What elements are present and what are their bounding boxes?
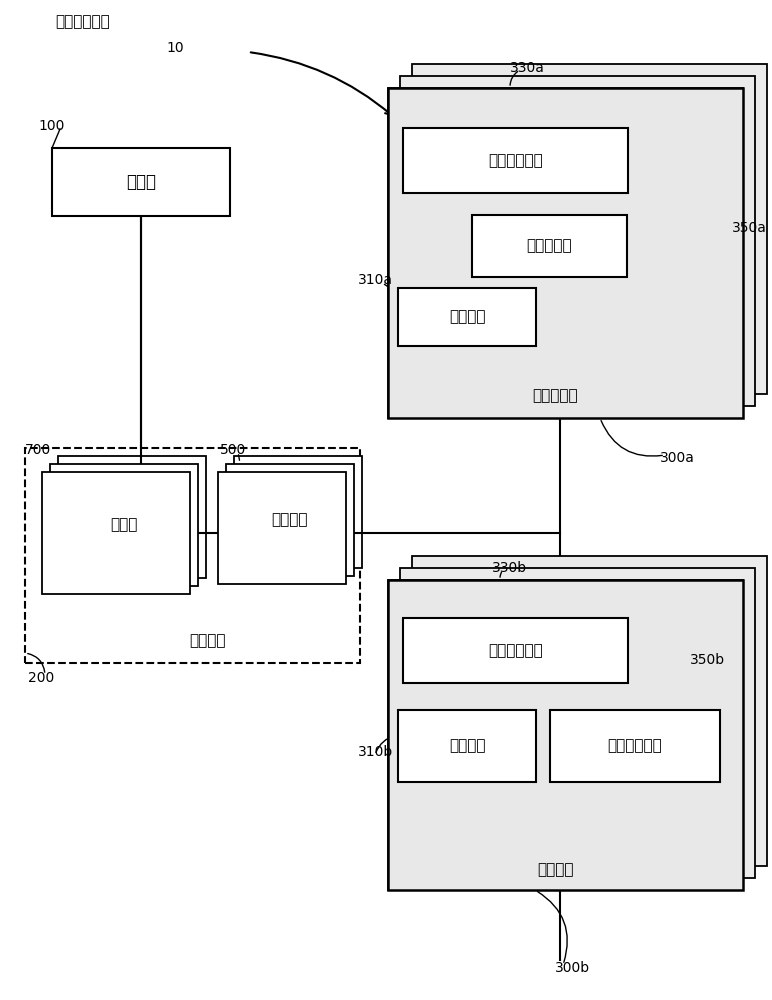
Bar	[398, 288, 536, 346]
Bar	[400, 568, 755, 878]
Text: 微控制器: 微控制器	[449, 310, 486, 324]
Text: 350a: 350a	[732, 221, 767, 235]
Text: 通信网络: 通信网络	[189, 634, 225, 648]
Bar	[472, 215, 627, 277]
Bar	[234, 456, 362, 568]
Text: 终端无线模块: 终端无线模块	[488, 153, 543, 168]
Text: 物件装置: 物件装置	[537, 862, 574, 878]
Text: 330b: 330b	[492, 561, 527, 575]
Text: 100: 100	[38, 119, 64, 133]
Bar	[412, 64, 767, 394]
Bar	[50, 464, 198, 586]
Bar	[218, 472, 346, 584]
Text: 350b: 350b	[690, 653, 725, 667]
Bar	[550, 710, 720, 782]
Bar	[388, 580, 743, 890]
Text: 健康监控系统: 健康监控系统	[55, 14, 110, 29]
Text: 200: 200	[28, 671, 54, 685]
Text: 路由器: 路由器	[110, 518, 137, 532]
Bar	[388, 88, 743, 418]
Bar	[388, 580, 743, 890]
Bar	[400, 76, 755, 406]
Bar	[42, 472, 190, 594]
Text: 穿戴式装置: 穿戴式装置	[533, 388, 578, 403]
Bar	[226, 464, 354, 576]
Bar	[398, 710, 536, 782]
Bar	[403, 128, 628, 193]
Bar	[412, 556, 767, 866]
Text: 500: 500	[220, 443, 246, 457]
Text: 310b: 310b	[358, 745, 393, 759]
Bar	[58, 456, 206, 578]
Text: 非生理传感器: 非生理传感器	[608, 738, 662, 754]
Text: 节点装置: 节点装置	[272, 512, 308, 528]
Bar	[388, 88, 743, 418]
Bar	[403, 618, 628, 683]
Text: 300b: 300b	[555, 961, 590, 975]
Text: 700: 700	[25, 443, 51, 457]
Bar	[52, 148, 230, 216]
Text: 终端无线模块: 终端无线模块	[488, 643, 543, 658]
Text: 300a: 300a	[660, 451, 695, 465]
Text: 微控制器: 微控制器	[449, 738, 486, 754]
Text: 服务器: 服务器	[126, 173, 156, 191]
Bar	[25, 448, 360, 663]
Text: 10: 10	[166, 41, 184, 55]
Text: 310a: 310a	[358, 273, 393, 287]
Text: 330a: 330a	[510, 61, 545, 75]
Text: 生理传感器: 生理传感器	[527, 238, 572, 253]
